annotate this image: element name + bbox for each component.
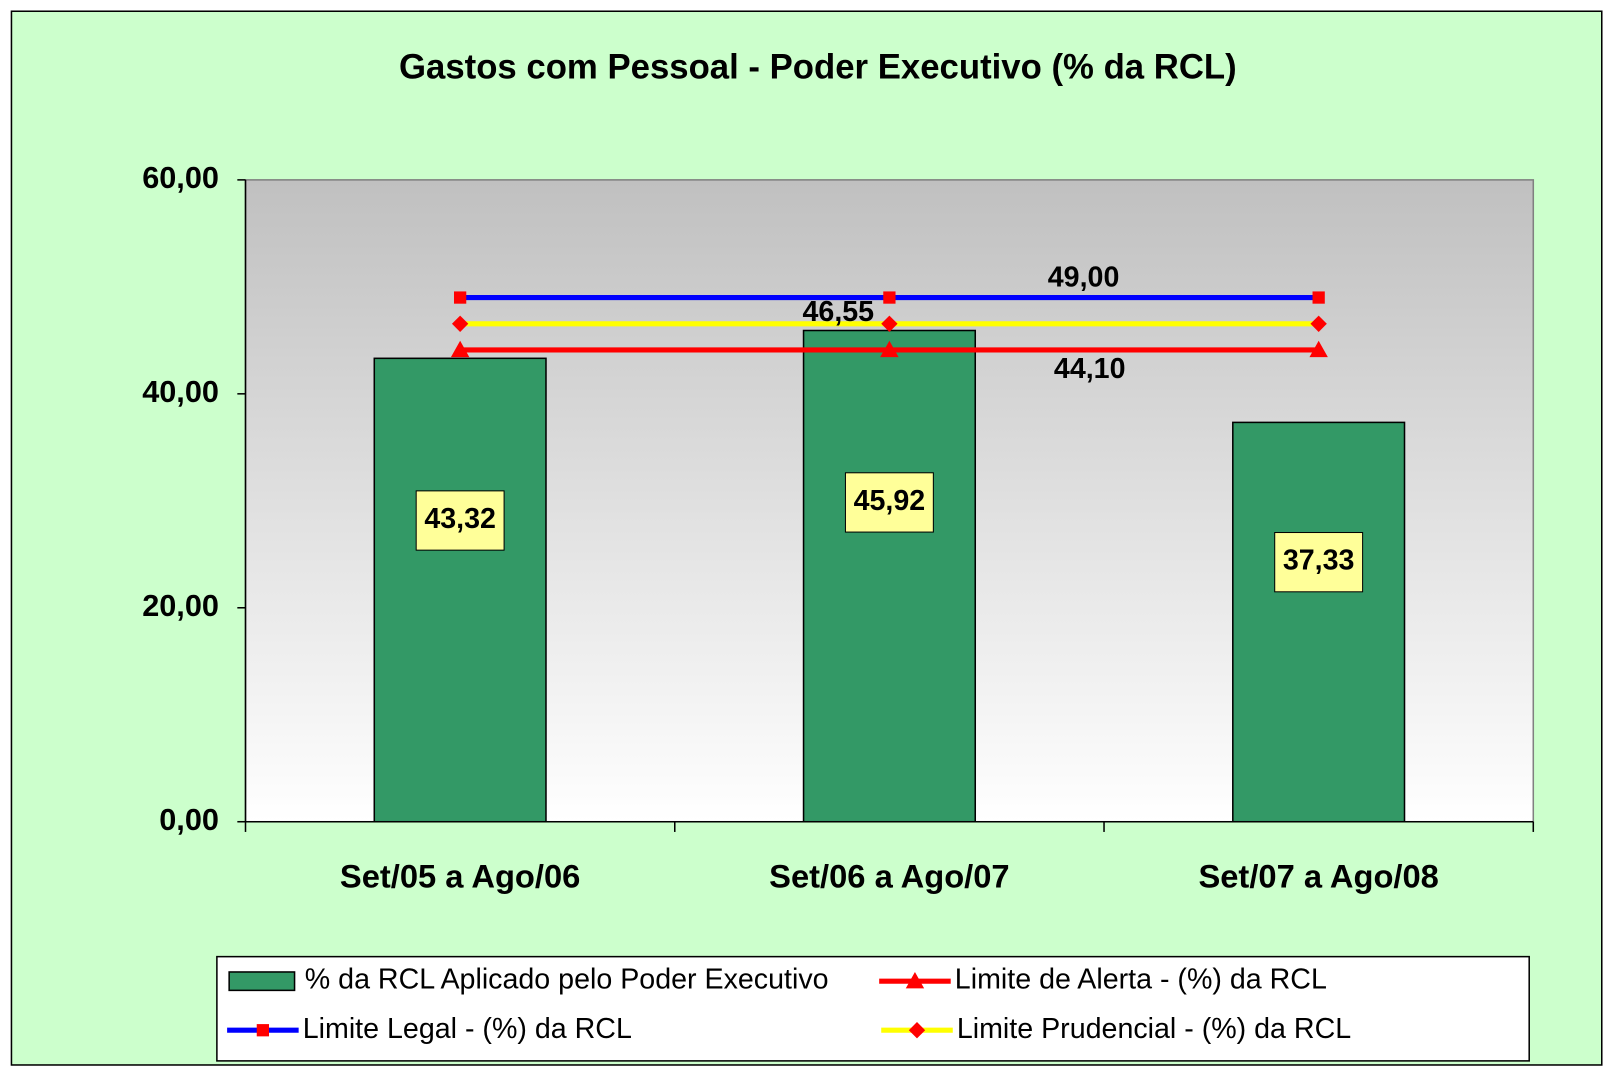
data-label: 43,32: [424, 503, 496, 535]
legend-label: Limite Legal - (%) da RCL: [303, 1013, 632, 1045]
x-tick-label: Set/07 a Ago/08: [1198, 858, 1438, 895]
data-label: 44,10: [1054, 353, 1126, 385]
legend-marker: [256, 1024, 270, 1037]
data-label: 45,92: [854, 485, 926, 517]
data-label: 49,00: [1048, 262, 1120, 294]
y-tick-label: 40,00: [142, 375, 219, 409]
line-marker: [451, 315, 469, 332]
bar: [1232, 421, 1406, 823]
x-tick-label: Set/06 a Ago/07: [769, 858, 1009, 895]
line-marker: [1309, 340, 1328, 358]
legend-box: [216, 955, 1530, 1062]
legend-label: Limite Prudencial - (%) da RCL: [957, 1013, 1351, 1045]
legend-marker: [905, 971, 925, 989]
chart-title: Gastos com Pessoal - Poder Executivo (% …: [399, 49, 1237, 87]
y-tick-label: 20,00: [142, 589, 219, 623]
legend-label: Limite de Alerta - (%) da RCL: [955, 964, 1327, 996]
data-label-box: [415, 490, 505, 551]
line-marker: [1312, 291, 1325, 304]
bar: [373, 357, 547, 823]
line-marker: [883, 291, 896, 304]
line-marker: [881, 315, 898, 332]
data-label-box: [1274, 532, 1364, 593]
line-marker: [1310, 315, 1327, 332]
line-marker: [454, 291, 467, 304]
bar: [802, 329, 977, 823]
x-tick-label: Set/05 a Ago/06: [340, 858, 580, 895]
y-tick-label: 60,00: [142, 161, 219, 195]
data-label: 37,33: [1283, 545, 1355, 577]
line-marker: [880, 340, 899, 358]
y-tick-label: 0,00: [159, 803, 219, 837]
data-label: 46,55: [802, 296, 874, 328]
line-marker: [450, 340, 470, 358]
legend-marker: [908, 1022, 926, 1039]
legend-label: % da RCL Aplicado pelo Poder Executivo: [305, 964, 829, 996]
data-label-box: [844, 472, 934, 533]
legend-swatch: [228, 971, 296, 992]
